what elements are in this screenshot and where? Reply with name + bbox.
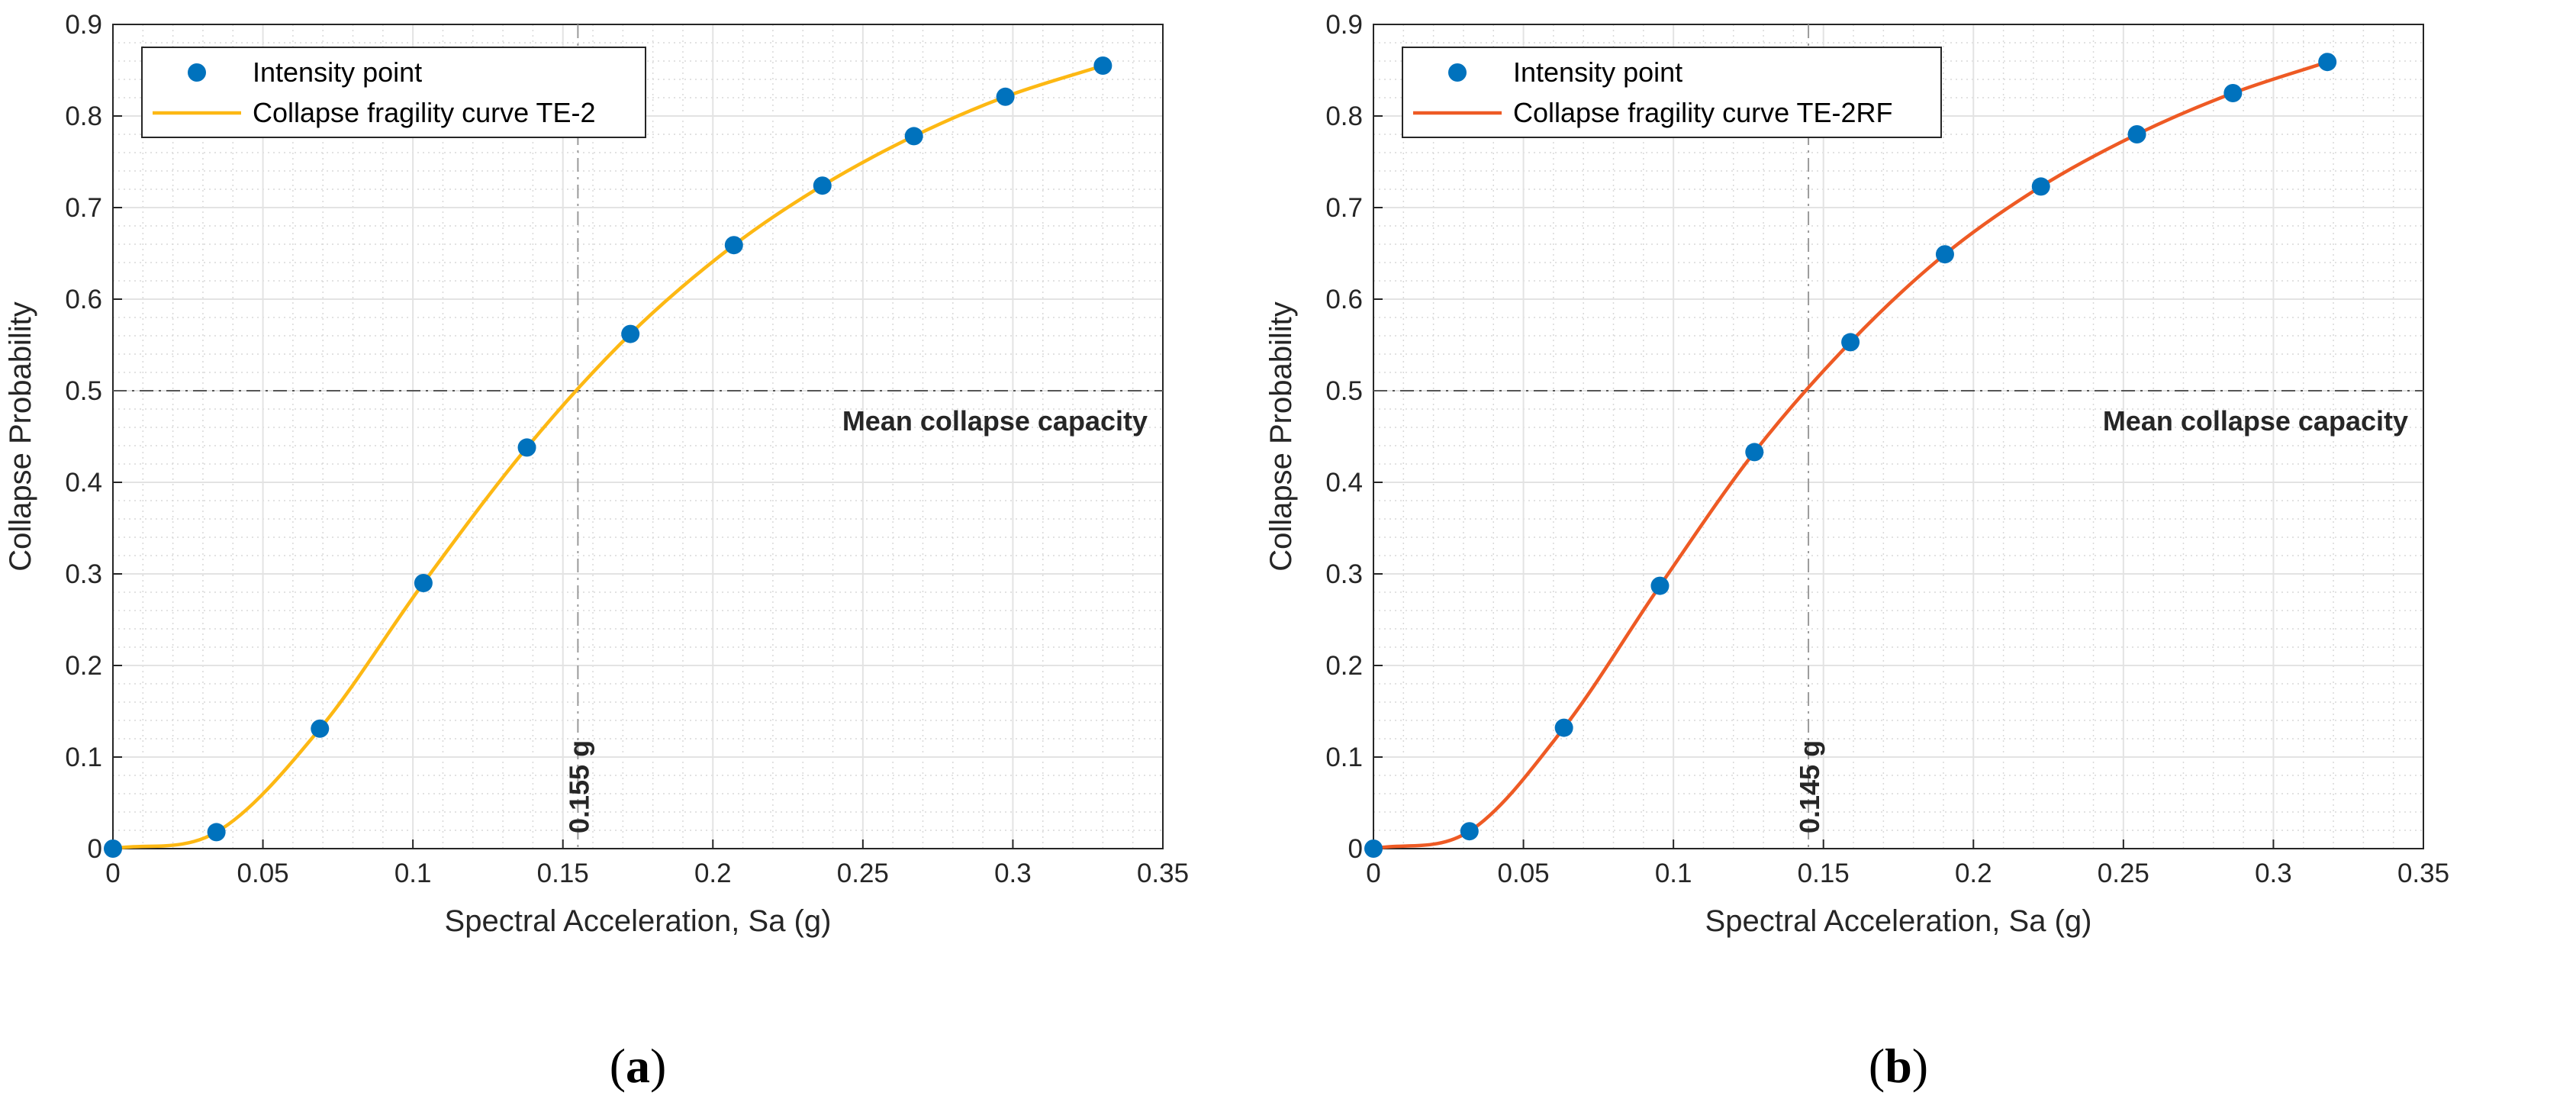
chart1-x-tick-label: 0.1 <box>394 859 432 888</box>
chart1-x-tick-label: 0.25 <box>837 859 889 888</box>
chart1-legend-marker-points <box>188 63 206 82</box>
chart1-intensity-point <box>813 176 832 195</box>
chart2-y-tick-label: 0.6 <box>1325 285 1363 314</box>
chart2-axes-box <box>1373 24 2424 849</box>
chart1-y-tick-label: 0.9 <box>65 10 102 40</box>
chart2-mean-capacity-label: Mean collapse capacity <box>2103 405 2408 437</box>
chart1-axes-box <box>112 24 1164 849</box>
chart1-y-tick-label: 0.7 <box>65 193 102 223</box>
chart1-y-tick-label: 0.3 <box>65 559 102 589</box>
chart1-intensity-point <box>904 127 923 146</box>
chart2-y-tick-label: 0.9 <box>1325 10 1363 40</box>
chart1-legend-label-curve: Collapse fragility curve TE-2 <box>253 97 596 128</box>
chart2-y-tick-label: 0.7 <box>1325 193 1363 223</box>
chart1-group: 0 0.05 0.1 0.15 0.2 0.25 0.3 0.35 0 0.1 0.2 0.3 0.4 0… <box>4 10 1189 1093</box>
chart2-intensity-point <box>1841 333 1860 352</box>
chart2-y-tick-label: 0.8 <box>1325 102 1363 131</box>
chart2-intensity-point <box>1364 839 1383 858</box>
chart1-capacity-value-label: 0.155 g <box>563 740 594 833</box>
chart2-fragility-curve <box>1371 60 2330 851</box>
chart2-x-tick-label: 0.05 <box>1498 859 1550 888</box>
chart1-y-tick-label: 0.1 <box>65 743 102 772</box>
chart2-plot-area <box>1373 24 2423 849</box>
chart2-intensity-point <box>2223 84 2243 102</box>
chart2-intensity-point <box>1745 443 1764 462</box>
chart2-y-tick-label: 0.3 <box>1325 559 1363 589</box>
chart1-plot-area <box>113 24 1163 849</box>
chart2-intensity-point <box>2318 53 2337 72</box>
chart1-mean-capacity-label: Mean collapse capacity <box>842 405 1148 437</box>
chart2-y-tick-label: 0.1 <box>1325 743 1363 772</box>
chart2-x-tick-label: 0.15 <box>1798 859 1850 888</box>
chart2-legend-label-curve: Collapse fragility curve TE-2RF <box>1513 97 1893 128</box>
chart1-x-tick-label: 0.3 <box>994 859 1032 888</box>
chart2-y-tick-label: 0.2 <box>1325 651 1363 681</box>
chart2-legend-label-points: Intensity point <box>1513 56 1682 88</box>
chart2-x-tick-label: 0.25 <box>2098 859 2149 888</box>
chart2-intensity-point <box>1460 822 1479 841</box>
chart2-intensity-point <box>1935 245 1954 264</box>
chart1-intensity-point <box>621 324 640 343</box>
chart2-x-tick-label: 0 <box>1366 859 1380 888</box>
chart1-intensity-point <box>104 839 122 858</box>
chart2-capacity-value-label: 0.145 g <box>1794 740 1825 833</box>
chart2-legend-marker-points <box>1448 63 1467 82</box>
chart1-y-tick-label: 0.6 <box>65 285 102 314</box>
chart1-x-axis-label: Spectral Acceleration, Sa (g) <box>445 904 832 938</box>
chart2-intensity-point <box>2127 125 2146 143</box>
chart2-y-tick-label: 0 <box>1348 834 1363 864</box>
chart1-intensity-point <box>724 236 743 255</box>
chart1-y-tick-label: 0 <box>88 834 102 864</box>
chart1-y-tick-label: 0.5 <box>65 376 102 406</box>
chart1-y-tick-label: 0.4 <box>65 468 102 498</box>
chart1-x-tick-label: 0.15 <box>537 859 589 888</box>
chart2-panel-label: (b) <box>1869 1039 1928 1093</box>
chart2-x-tick-label: 0.2 <box>1955 859 1992 888</box>
chart2-legend-box <box>1402 47 1942 138</box>
chart2-minor-grid <box>1373 24 2423 849</box>
chart2-x-tick-label: 0.3 <box>2255 859 2292 888</box>
chart2-group: 0 0.05 0.1 0.15 0.2 0.25 0.3 0.35 0 0.1 0.2 0.3 0.4 0… <box>1264 10 2449 1093</box>
chart1-minor-grid <box>113 24 1163 849</box>
chart2-intensity-point <box>1554 718 1573 737</box>
chart1-legend-box <box>141 47 646 138</box>
chart2-y-axis-label: Collapse Probability <box>1264 301 1298 572</box>
chart2-x-axis-label: Spectral Acceleration, Sa (g) <box>1705 904 2092 938</box>
chart1-intensity-point <box>207 823 226 842</box>
chart1-y-tick-label: 0.2 <box>65 651 102 681</box>
chart1-y-axis-label: Collapse Probability <box>4 301 37 572</box>
chart2-x-tick-label: 0.35 <box>2397 859 2449 888</box>
chart1-x-tick-label: 0 <box>105 859 120 888</box>
chart2-y-tick-label: 0.4 <box>1325 468 1363 498</box>
chart2-intensity-point <box>1650 576 1670 595</box>
chart1-x-tick-label: 0.35 <box>1137 859 1189 888</box>
chart1-intensity-point <box>517 438 536 457</box>
chart1-intensity-point <box>996 87 1015 106</box>
chart1-intensity-point <box>311 719 330 738</box>
chart1-x-tick-label: 0.2 <box>694 859 732 888</box>
chart1-intensity-point <box>1093 56 1113 75</box>
chart1-panel-label: (a) <box>610 1039 667 1093</box>
chart1-legend-label-points: Intensity point <box>253 56 422 88</box>
chart2-x-tick-label: 0.1 <box>1655 859 1692 888</box>
chart2-intensity-point <box>2031 177 2050 196</box>
chart1-y-tick-label: 0.8 <box>65 102 102 131</box>
chart1-intensity-point <box>414 574 433 592</box>
chart1-x-tick-label: 0.05 <box>237 859 289 888</box>
chart2-y-tick-label: 0.5 <box>1325 376 1363 406</box>
chart1-fragility-curve <box>111 63 1105 851</box>
